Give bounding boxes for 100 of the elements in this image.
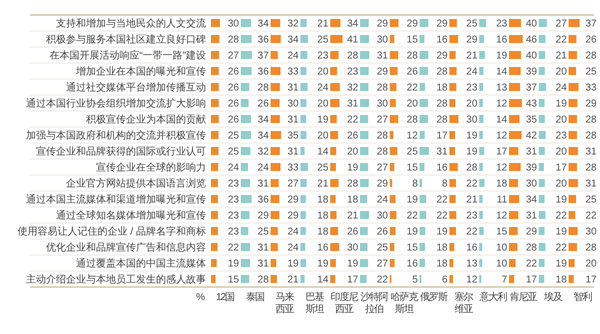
data-label: 34 (347, 18, 359, 30)
bar (390, 83, 396, 91)
text: 意大利 (478, 291, 508, 303)
bar (509, 195, 520, 203)
data-label: 26 (228, 66, 240, 78)
bar (420, 51, 428, 59)
data-label: 25 (376, 242, 388, 254)
data-label: 14 (496, 114, 508, 126)
bar (330, 163, 336, 171)
bar (509, 243, 518, 251)
data-label: 28 (585, 130, 598, 142)
data-label: 26 (258, 98, 270, 110)
bar (330, 211, 336, 219)
data-label: 25 (317, 162, 329, 174)
y-tick-label: 积极宣传企业为本国的贡献 (86, 114, 206, 126)
data-label: 23 (228, 226, 240, 238)
data-label: 28 (585, 114, 598, 126)
data-label: 28 (585, 162, 598, 174)
bar (330, 83, 340, 91)
bar (390, 259, 395, 267)
data-label: 39 (526, 162, 538, 174)
data-label: 18 (496, 178, 508, 190)
data-label: 26 (347, 130, 359, 142)
data-label: 32 (287, 18, 300, 30)
data-label: 16 (466, 242, 478, 254)
data-label: 34 (258, 114, 270, 126)
data-label: 22 (556, 210, 568, 222)
text: 12国 (216, 292, 234, 303)
data-label: 14 (317, 146, 329, 158)
data-label: 30 (228, 18, 240, 30)
data-label: 22 (436, 194, 448, 206)
data-label: 20 (585, 258, 598, 270)
data-label: 18 (347, 194, 359, 206)
bar (390, 131, 394, 139)
bar (509, 227, 518, 235)
y-tick-label: 通过社交媒体平台增加传播互动 (66, 82, 206, 94)
data-label: 27 (376, 162, 388, 174)
data-label: 39 (526, 66, 538, 78)
data-label: 28 (406, 50, 418, 62)
data-label: 31 (526, 210, 538, 222)
text: 智利 (574, 291, 593, 303)
bar (330, 275, 336, 283)
data-label: 13 (496, 82, 508, 94)
y-tick-label: 主动介绍企业与本地员工发生的感人故事 (26, 274, 206, 286)
data-label: 20 (556, 66, 568, 78)
data-label: 34 (526, 194, 538, 206)
data-label: 14 (317, 274, 329, 286)
data-label: 29 (526, 226, 538, 238)
data-label: 42 (526, 130, 538, 142)
data-label: 28 (376, 82, 388, 94)
data-label: 18 (436, 242, 448, 254)
data-label: 28 (526, 242, 538, 254)
bar (509, 275, 514, 283)
data-label: 25 (228, 146, 240, 158)
bar (420, 115, 428, 123)
data-label: 22 (376, 274, 388, 286)
data-label: 31 (436, 146, 448, 158)
bar (420, 35, 424, 43)
data-label: 31 (287, 114, 300, 126)
data-label: 43 (526, 98, 538, 110)
bar (420, 99, 428, 107)
data-label: 31 (287, 82, 300, 94)
bar (390, 35, 394, 43)
y-tick-label: 通过本国行业协会组织增加交流扩大影响 (26, 98, 206, 110)
data-label: 24 (287, 242, 300, 254)
data-label: 17 (347, 274, 359, 286)
data-label: 24 (466, 66, 478, 78)
data-label: 34 (258, 130, 270, 142)
data-label: 40 (526, 50, 538, 62)
bar (420, 211, 426, 219)
data-label: 15 (406, 34, 418, 46)
data-label: 16 (436, 34, 448, 46)
bar (330, 147, 336, 155)
data-label: 25 (228, 130, 240, 142)
bar (390, 195, 396, 203)
data-label: 29 (406, 18, 418, 30)
data-label: 6 (442, 274, 448, 286)
data-label: 28 (347, 50, 359, 62)
data-label: 26 (228, 82, 240, 94)
data-label: 29 (258, 210, 270, 222)
bar (420, 227, 426, 235)
data-label: 20 (556, 114, 568, 126)
data-label: 20 (317, 66, 329, 78)
data-label: 23 (317, 50, 329, 62)
bar (390, 163, 394, 171)
bar (420, 195, 426, 203)
data-label: 30 (526, 178, 538, 190)
data-label: 30 (585, 226, 598, 238)
text: 泰国 (246, 292, 264, 303)
data-label: 20 (406, 98, 418, 110)
data-label: 17 (585, 274, 598, 286)
data-label: 21 (466, 50, 478, 62)
text: 巴基斯坦 (305, 291, 324, 315)
data-label: 16 (317, 242, 329, 254)
bar (330, 259, 336, 267)
bar (330, 35, 342, 43)
bar (509, 179, 518, 187)
bar (330, 131, 338, 139)
data-label: 29 (376, 66, 388, 78)
bar (390, 147, 398, 155)
